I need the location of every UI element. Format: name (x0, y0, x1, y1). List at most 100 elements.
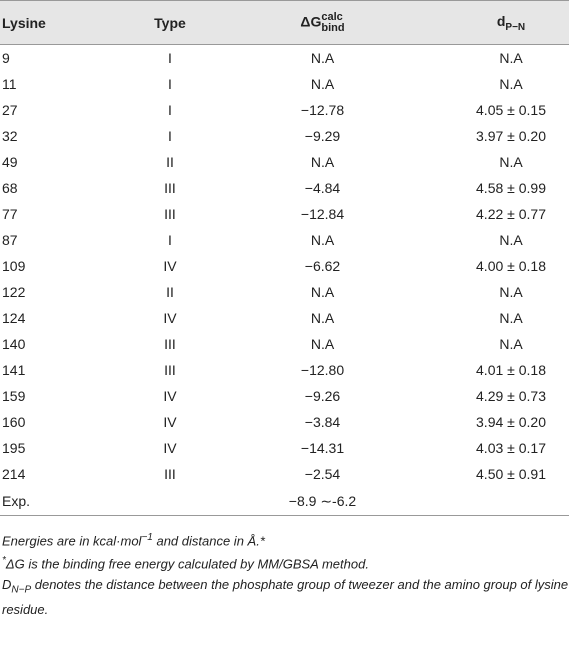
table-cell: 160 (2, 414, 26, 430)
table-cell: III (164, 336, 176, 352)
table-cell: 159 (2, 388, 26, 404)
footnotes: Energies are in kcal·mol−1 and distance … (0, 528, 569, 620)
footnote-text: and distance in Å.* (152, 533, 265, 549)
table-cell: N.A (310, 284, 335, 300)
table-cell: N.A (310, 232, 335, 248)
footnote-text: denotes the distance between the phospha… (2, 576, 569, 618)
table-cell: 4.01 ± 0.18 (476, 362, 546, 378)
table-cell: 4.05 ± 0.15 (476, 102, 546, 118)
table-row: 9 I N.A N.A (0, 45, 569, 72)
table-cell: −3.84 (304, 414, 341, 430)
exp-empty (425, 487, 569, 516)
table-cell: 87 (2, 232, 18, 248)
table-row: 141 III −12.80 4.01 ± 0.18 (0, 357, 569, 383)
table-cell: 124 (2, 310, 26, 326)
table-cell: III (164, 362, 176, 378)
table-cell: N.A (310, 50, 335, 66)
table-cell: N.A (310, 336, 335, 352)
footnote-symbol: D (2, 576, 12, 592)
table-cell: −12.80 (300, 362, 345, 378)
table-cell: −6.62 (304, 258, 341, 274)
table-cell: IV (163, 310, 177, 326)
footnote-sub: N−P (11, 584, 32, 596)
exp-label: Exp. (0, 487, 120, 516)
table-cell: 3.94 ± 0.20 (476, 414, 546, 430)
table-row: 122 II N.A N.A (0, 279, 569, 305)
table-cell: III (164, 466, 176, 482)
table-cell: I (168, 50, 172, 66)
footnote-sup: * (2, 555, 6, 567)
table-row: 87 I N.A N.A (0, 227, 569, 253)
table-cell: 4.22 ± 0.77 (476, 206, 546, 222)
table-cell: II (166, 284, 174, 300)
table-cell: N.A (499, 50, 523, 66)
table-cell: 195 (2, 440, 26, 456)
table-cell: N.A (499, 310, 523, 326)
header-cell: ΔGcalc bind (220, 0, 425, 45)
table-row: 159 IV −9.26 4.29 ± 0.73 (0, 383, 569, 409)
table-row: 49 II N.A N.A (0, 149, 569, 175)
table-cell: 4.50 ± 0.91 (476, 466, 546, 482)
exp-row: Exp. −8.9 ∼-6.2 (0, 487, 569, 516)
table-cell: I (168, 232, 172, 248)
table-cell: N.A (310, 154, 335, 170)
table-cell: II (166, 154, 174, 170)
table-cell: 49 (2, 154, 18, 170)
exp-empty (120, 487, 220, 516)
table-row: 68 III −4.84 4.58 ± 0.99 (0, 175, 569, 201)
table-row: 160 IV −3.84 3.94 ± 0.20 (0, 409, 569, 435)
table-body: 9 I N.A N.A 11 I N.A N.A 27 I −12.78 4.05 ± 0.15 32 I… (0, 45, 569, 516)
table-cell: N.A (499, 76, 523, 92)
table-cell: IV (163, 440, 177, 456)
header-text: Lysine (2, 14, 46, 31)
table-cell: −12.78 (300, 102, 345, 118)
table-cell: 4.00 ± 0.18 (476, 258, 546, 274)
exp-value: −8.9 ∼-6.2 (220, 487, 425, 516)
table-cell: N.A (499, 154, 523, 170)
table-row: 32 I −9.29 3.97 ± 0.20 (0, 123, 569, 149)
table-cell: N.A (499, 284, 523, 300)
table-cell: 32 (2, 128, 18, 144)
header-sub: P−N (505, 21, 526, 33)
header-scripts: calc bind (321, 10, 345, 34)
table-cell: −9.26 (304, 388, 341, 404)
header-cell: Type (120, 0, 220, 45)
table-cell: III (164, 180, 176, 196)
table-row: 77 III −12.84 4.22 ± 0.77 (0, 201, 569, 227)
table-cell: I (168, 102, 172, 118)
table-cell: IV (163, 414, 177, 430)
header-sup: calc (321, 10, 343, 23)
table-cell: I (168, 128, 172, 144)
table-cell: 11 (2, 76, 17, 92)
header-cell: dP−N (425, 0, 569, 45)
footnote-text: Energies are in kcal·mol (2, 533, 142, 549)
table-row: 109 IV −6.62 4.00 ± 0.18 (0, 253, 569, 279)
table-cell: 214 (2, 466, 26, 482)
table-row: 140 III N.A N.A (0, 331, 569, 357)
table-header: Lysine Type ΔGcalc bind dP−N (0, 0, 569, 45)
table-cell: 68 (2, 180, 18, 196)
header-row: Lysine Type ΔGcalc bind dP−N (0, 0, 569, 45)
table-row: 27 I −12.78 4.05 ± 0.15 (0, 97, 569, 123)
table-cell: −4.84 (304, 180, 341, 196)
table-cell: 122 (2, 284, 26, 300)
table-cell: 77 (2, 206, 18, 222)
table-row: 195 IV −14.31 4.03 ± 0.17 (0, 435, 569, 461)
table-cell: IV (163, 388, 177, 404)
table-row: 11 I N.A N.A (0, 71, 569, 97)
table-cell: 109 (2, 258, 26, 274)
header-cell: Lysine (0, 0, 120, 45)
header-sub: bind (321, 21, 345, 34)
footnote-sup: −1 (141, 532, 153, 543)
table-cell: 141 (2, 362, 26, 378)
table-cell: −2.54 (304, 466, 341, 482)
data-table: Lysine Type ΔGcalc bind dP−N 9 I N.A N.A 11 I N.A N… (0, 0, 569, 516)
table-cell: IV (163, 258, 177, 274)
table-cell: 4.03 ± 0.17 (476, 440, 546, 456)
table-cell: 3.97 ± 0.20 (476, 128, 546, 144)
table-cell: N.A (310, 76, 335, 92)
footnote-text: ΔG is the binding free energy calculated… (5, 556, 369, 572)
footnote: Energies are in kcal·mol−1 and distance … (2, 528, 569, 551)
table-cell: I (168, 76, 172, 92)
